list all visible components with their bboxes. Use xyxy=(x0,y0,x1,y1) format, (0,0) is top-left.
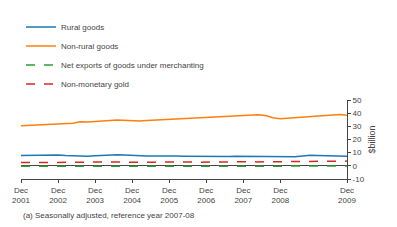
svg-text:20: 20 xyxy=(353,135,362,144)
svg-text:Dec2003: Dec2003 xyxy=(86,186,104,205)
svg-text:Dec2004: Dec2004 xyxy=(123,186,141,205)
svg-text:Dec2006: Dec2006 xyxy=(197,186,215,205)
svg-text:-10: -10 xyxy=(353,175,365,184)
svg-text:40: 40 xyxy=(353,109,362,118)
svg-text:(a) Seasonally adjusted, refer: (a) Seasonally adjusted, reference year … xyxy=(23,211,195,220)
svg-text:$billion: $billion xyxy=(367,125,377,153)
svg-text:0: 0 xyxy=(353,162,358,171)
svg-text:Dec2001: Dec2001 xyxy=(12,186,30,205)
svg-text:30: 30 xyxy=(353,122,362,131)
svg-text:Dec2005: Dec2005 xyxy=(160,186,178,205)
svg-text:50: 50 xyxy=(353,96,362,105)
svg-text:Dec2002: Dec2002 xyxy=(49,186,67,205)
svg-text:Dec2008: Dec2008 xyxy=(271,186,289,205)
svg-text:Non-monetary gold: Non-monetary gold xyxy=(61,80,129,89)
svg-text:Net exports of goods under mer: Net exports of goods under merchanting xyxy=(61,61,204,70)
svg-text:Rural goods: Rural goods xyxy=(61,23,104,32)
svg-text:Dec2007: Dec2007 xyxy=(234,186,252,205)
svg-text:Non-rural goods: Non-rural goods xyxy=(61,42,118,51)
svg-text:Dec2009: Dec2009 xyxy=(338,186,356,205)
svg-text:10: 10 xyxy=(353,148,362,157)
